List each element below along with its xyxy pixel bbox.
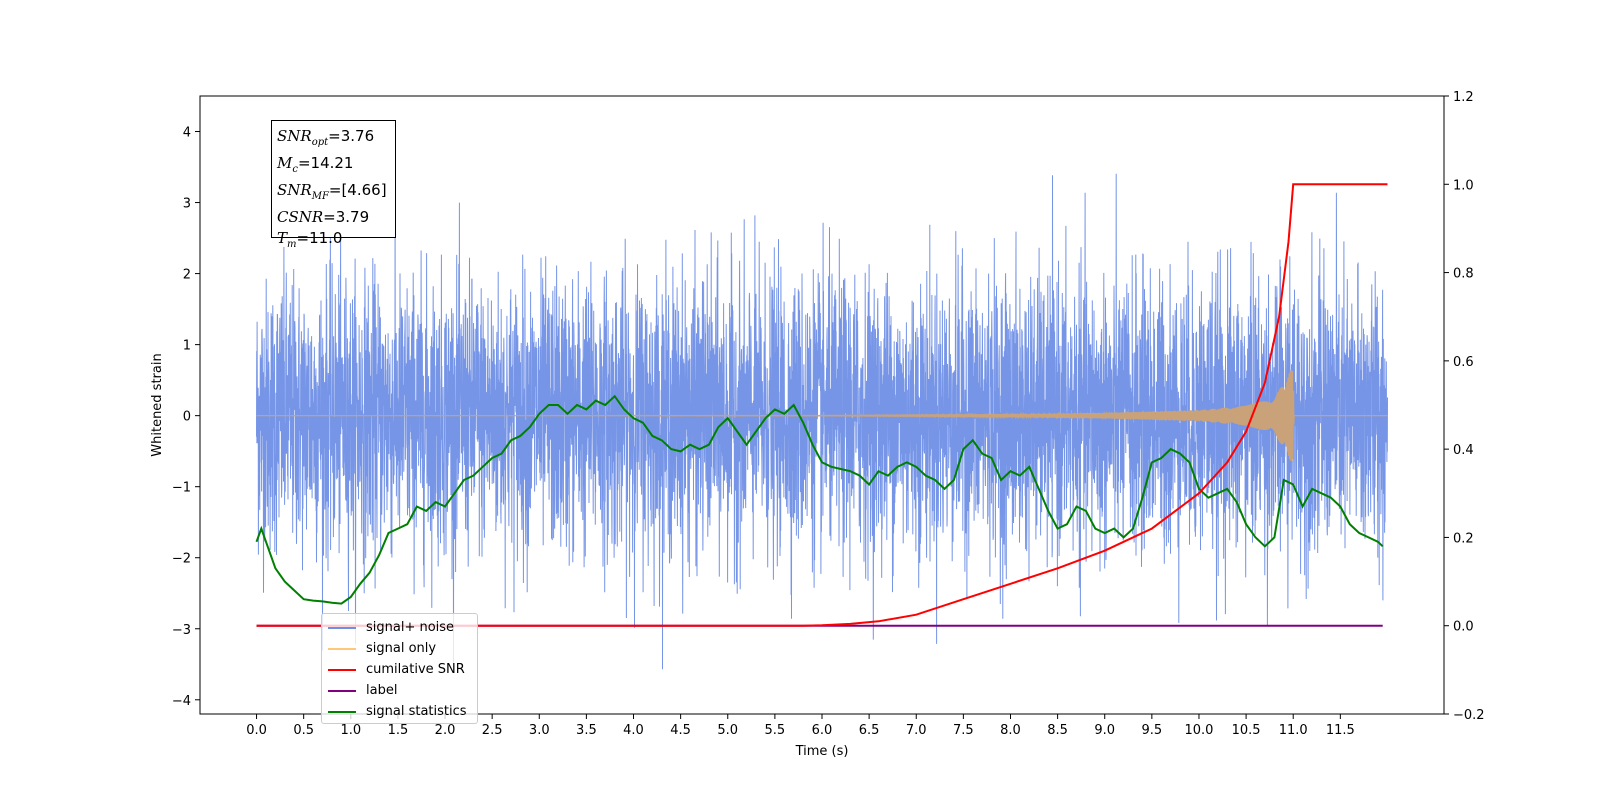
legend-swatch bbox=[328, 689, 356, 692]
parameter-row: Tm=11.0 bbox=[277, 228, 390, 255]
x-tick-label: 11.5 bbox=[1326, 723, 1355, 738]
legend-item-signal-only: signal only bbox=[328, 638, 471, 659]
x-axis: 0.0 0.5 1.0 1.5 2.0 2.5 3.0 3.5 4.0 4.5 5.0 5.5 6.0 6… bbox=[246, 714, 1355, 738]
series-signal-statistics bbox=[255, 394, 1384, 605]
y-tick-label: 1 bbox=[183, 339, 191, 354]
parameter-subscript: MF bbox=[311, 191, 329, 202]
legend-swatch bbox=[328, 626, 356, 629]
x-tick-label: 11.0 bbox=[1279, 723, 1308, 738]
y2-tick-label: 0.4 bbox=[1453, 443, 1474, 458]
y2-tick-label: 1.0 bbox=[1453, 178, 1474, 193]
y-axis-left: 4 3 2 1 0 −1 −2 −3 −4 bbox=[172, 126, 200, 709]
legend-swatch bbox=[328, 668, 356, 671]
x-tick-label: 5.0 bbox=[717, 723, 738, 738]
x-tick-label: 3.5 bbox=[576, 723, 597, 738]
y2-tick-label: −0.2 bbox=[1453, 708, 1485, 723]
series-signal-only bbox=[256, 370, 1388, 462]
series-cumulative-snr bbox=[256, 183, 1388, 627]
parameter-row: SNRopt=3.76 bbox=[277, 126, 390, 153]
y-tick-label: −4 bbox=[172, 694, 191, 709]
parameter-row: Mc=14.21 bbox=[277, 153, 390, 180]
parameter-value: =11.0 bbox=[296, 229, 343, 247]
x-tick-label: 4.5 bbox=[670, 723, 691, 738]
x-tick-label: 9.5 bbox=[1142, 723, 1163, 738]
legend-item-signal-noise: signal+ noise bbox=[328, 617, 471, 638]
legend: signal+ noise signal only cumilative SNR… bbox=[321, 613, 478, 724]
legend-swatch bbox=[328, 647, 356, 650]
parameter-symbol: T bbox=[277, 229, 288, 247]
parameter-subscript: opt bbox=[311, 137, 329, 148]
x-tick-label: 8.0 bbox=[1000, 723, 1021, 738]
y-tick-label: 4 bbox=[183, 126, 191, 141]
y2-tick-label: 0.2 bbox=[1453, 531, 1474, 546]
y2-tick-label: 1.2 bbox=[1453, 90, 1474, 105]
legend-item-signal-statistics: signal statistics bbox=[328, 701, 471, 722]
parameter-box: SNRopt=3.76 Mc=14.21 SNRMF=[4.66] CSNR=3.79… bbox=[271, 120, 396, 250]
y-tick-label: −3 bbox=[172, 623, 191, 638]
series-signal-noise bbox=[256, 173, 1388, 672]
parameter-symbol: SNR bbox=[277, 127, 312, 145]
x-axis-label: Time (s) bbox=[795, 744, 849, 759]
parameter-value: =14.21 bbox=[297, 154, 354, 172]
x-tick-label: 2.5 bbox=[482, 723, 503, 738]
y2-tick-label: 0.0 bbox=[1453, 620, 1474, 635]
x-tick-label: 4.0 bbox=[623, 723, 644, 738]
parameter-row: SNRMF=[4.66] bbox=[277, 180, 390, 207]
x-tick-label: 10.0 bbox=[1184, 723, 1213, 738]
y-tick-label: 2 bbox=[183, 268, 191, 283]
y2-tick-label: 0.6 bbox=[1453, 355, 1474, 370]
x-tick-label: 10.5 bbox=[1232, 723, 1261, 738]
legend-label: signal statistics bbox=[366, 704, 467, 719]
legend-item-cumulative-snr: cumilative SNR bbox=[328, 659, 471, 680]
x-tick-label: 0.5 bbox=[293, 723, 314, 738]
parameter-value: =3.79 bbox=[323, 208, 370, 226]
parameter-value: =[4.66] bbox=[328, 181, 387, 199]
y-tick-label: −1 bbox=[172, 481, 191, 496]
y-tick-label: −2 bbox=[172, 552, 191, 567]
legend-swatch bbox=[328, 710, 356, 713]
x-tick-label: 1.5 bbox=[388, 723, 409, 738]
y-axis-right: 1.2 1.0 0.8 0.6 0.4 0.2 0.0 −0.2 bbox=[1444, 90, 1485, 723]
legend-label: signal+ noise bbox=[366, 620, 455, 635]
legend-label: cumilative SNR bbox=[366, 662, 465, 677]
series-layer bbox=[255, 173, 1388, 672]
parameter-subscript: m bbox=[287, 239, 297, 250]
x-tick-label: 6.0 bbox=[812, 723, 833, 738]
x-tick-label: 7.0 bbox=[906, 723, 927, 738]
legend-item-label: label bbox=[328, 680, 471, 701]
x-tick-label: 5.5 bbox=[765, 723, 786, 738]
x-tick-label: 0.0 bbox=[246, 723, 267, 738]
x-tick-label: 8.5 bbox=[1047, 723, 1068, 738]
x-tick-label: 3.0 bbox=[529, 723, 550, 738]
parameter-subscript: c bbox=[292, 164, 298, 175]
legend-label: signal only bbox=[366, 641, 437, 656]
y-tick-label: 3 bbox=[183, 197, 191, 212]
x-tick-label: 1.0 bbox=[340, 723, 361, 738]
parameter-symbol: M bbox=[277, 154, 293, 172]
y-tick-label: 0 bbox=[183, 410, 191, 425]
y-axis-label: Whitened strain bbox=[150, 353, 165, 456]
x-tick-label: 9.0 bbox=[1094, 723, 1115, 738]
parameter-symbol: SNR bbox=[277, 181, 312, 199]
x-tick-label: 2.0 bbox=[435, 723, 456, 738]
parameter-symbol: CSNR bbox=[277, 208, 324, 226]
legend-label: label bbox=[366, 683, 398, 698]
x-tick-label: 7.5 bbox=[953, 723, 974, 738]
x-tick-label: 6.5 bbox=[859, 723, 880, 738]
parameter-row: CSNR=3.79 bbox=[277, 207, 390, 228]
parameter-value: =3.76 bbox=[328, 127, 375, 145]
y2-tick-label: 0.8 bbox=[1453, 267, 1474, 282]
